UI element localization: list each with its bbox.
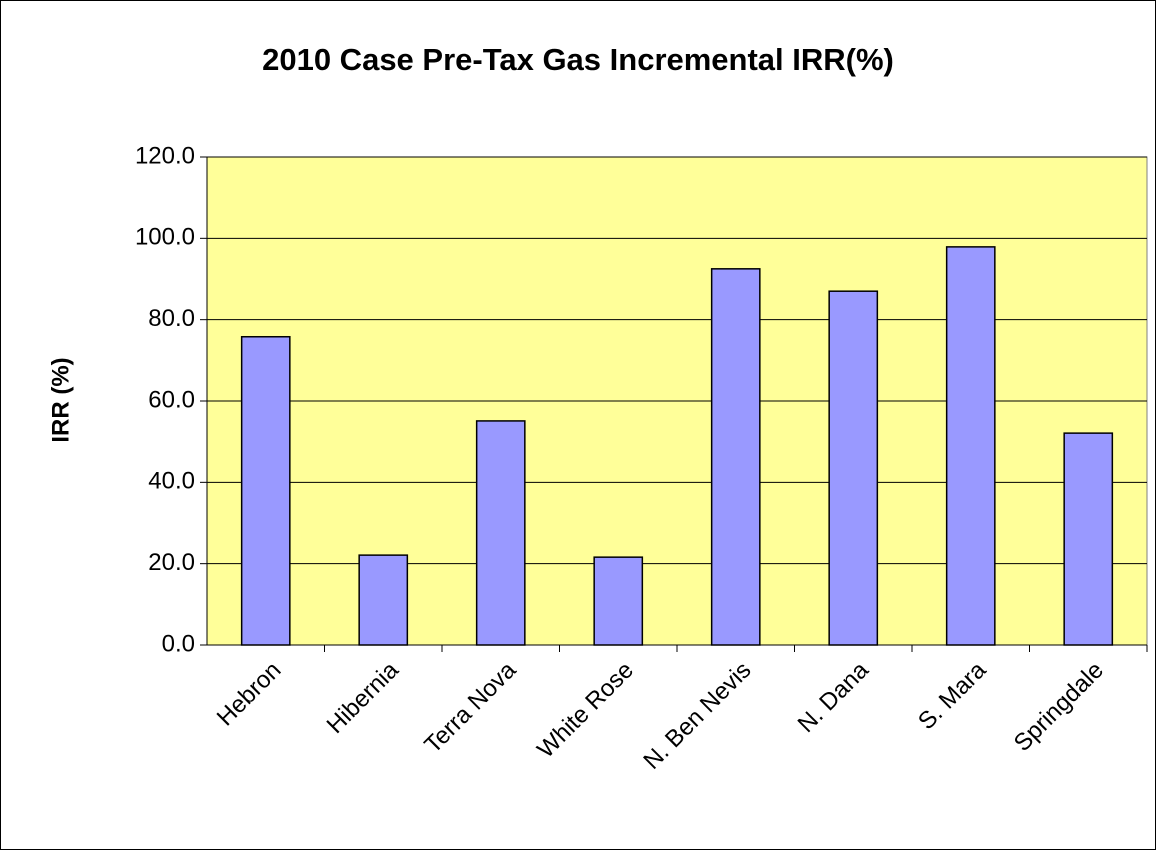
bar [358, 554, 409, 646]
y-tick-label: 40.0 [148, 468, 195, 495]
bar [945, 246, 996, 646]
bar [1063, 432, 1114, 646]
y-tick-label: 20.0 [148, 549, 195, 576]
bar [828, 290, 879, 646]
bar [475, 420, 526, 646]
y-tick-label: 0.0 [162, 630, 195, 657]
y-tick-label: 80.0 [148, 305, 195, 332]
bar [240, 335, 291, 646]
bar [593, 556, 644, 646]
y-tick-label: 100.0 [135, 224, 195, 251]
bar [710, 268, 761, 646]
chart-title: 2010 Case Pre-Tax Gas Incremental IRR(%) [262, 42, 894, 77]
y-axis-label: IRR (%) [47, 357, 74, 442]
y-tick-label: 60.0 [148, 386, 195, 413]
y-tick-label: 120.0 [135, 142, 195, 169]
